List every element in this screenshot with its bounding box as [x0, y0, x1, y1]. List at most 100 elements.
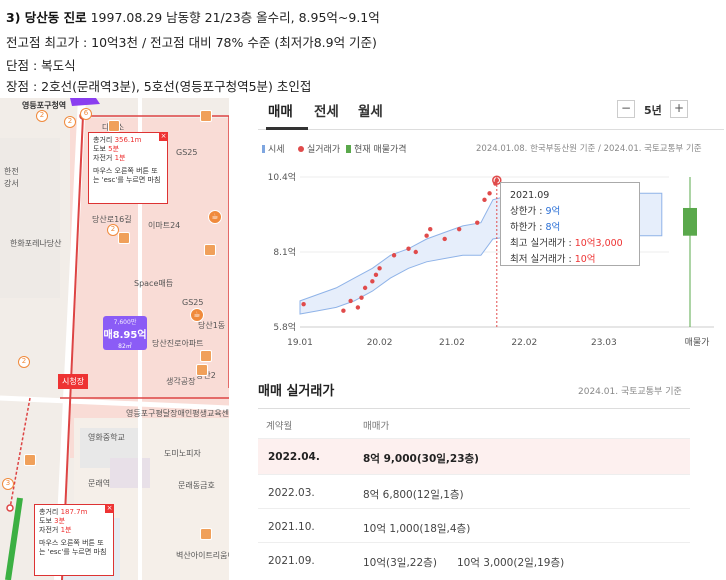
- row-price: 8억 9,000(30일,23층): [363, 453, 479, 465]
- y-tick-label: 8.1억: [273, 246, 296, 258]
- sale-point: [373, 272, 379, 278]
- table-row[interactable]: 2021.10. 10억 1,000(18일,4층): [258, 508, 690, 544]
- map-label-apartment: 당산진로아파트: [152, 339, 204, 348]
- period-value: 5년: [644, 104, 662, 117]
- table-row[interactable]: 2022.03. 8억 6,800(12일,1층): [258, 474, 690, 510]
- map-poi-icon[interactable]: [118, 232, 130, 244]
- map-poi-icon[interactable]: [200, 528, 212, 540]
- map-pin-number[interactable]: 2: [107, 224, 119, 236]
- map-pin-number[interactable]: 3: [2, 478, 14, 490]
- table-row[interactable]: 2022.04. 8억 9,000(30일,23층): [258, 438, 690, 474]
- tab-sale[interactable]: 매매: [268, 104, 293, 120]
- distance-label: 총거리: [39, 508, 59, 516]
- x-tick-label: 23.03: [591, 338, 617, 348]
- map-label-road: 당산로16길: [92, 215, 132, 224]
- bike-label: 자전거: [93, 154, 113, 162]
- listing-price-bar: [683, 207, 697, 236]
- sale-point: [482, 197, 487, 203]
- distance-label: 총거리: [93, 136, 113, 144]
- sale-point: [391, 253, 397, 258]
- pros-line: 장점 : 2호선(문래역3분), 5호선(영등포구청역5분) 초인접: [6, 79, 312, 94]
- map-poi-icon[interactable]: [204, 244, 216, 256]
- sale-point: [348, 298, 353, 304]
- map-pin-number[interactable]: 2: [18, 356, 30, 368]
- close-icon[interactable]: ×: [105, 504, 114, 513]
- legend-item-market[interactable]: 시세: [262, 142, 285, 155]
- sale-point: [301, 301, 306, 307]
- price-chart[interactable]: 10.4억 8.1억 5.8억 19.01 20.02 21.02 22.02 23.03 매물…: [262, 165, 724, 350]
- distance-value: 356.1m: [114, 136, 142, 144]
- tooltip-label: 최고 실거래가 :: [510, 238, 575, 249]
- bike-value: 1분: [114, 154, 126, 162]
- distance-value: 187.7m: [60, 508, 88, 516]
- highlighted-sale-point: [492, 175, 502, 186]
- sale-point: [494, 178, 499, 183]
- row-date: 2021.10.: [268, 521, 315, 533]
- map-view[interactable]: 영등포구청역 다이소 한전 강서 한화포레나당산 당산로16길 이마트24 Sp…: [0, 98, 229, 580]
- chart-source: 2024.01.08. 한국부동산원 기준 / 2024.01. 국토교통부 기…: [476, 144, 702, 154]
- title-line: 3) 당산동 진로 1997.08.29 남동향 21/23층 올수리, 8.9…: [6, 7, 380, 26]
- cafe-icon[interactable]: ☕: [208, 210, 222, 224]
- sale-point: [475, 220, 480, 225]
- row-price: 10억(3일,22층) 10억 3,000(2일,19층): [363, 557, 565, 569]
- sale-point: [424, 233, 429, 238]
- close-icon[interactable]: ×: [159, 132, 168, 141]
- row-price: 8억 6,800(12일,1층): [363, 489, 464, 501]
- map-tag-cityhall[interactable]: 시청장: [58, 374, 89, 389]
- walk-label: 도보: [39, 517, 52, 525]
- tab-jeonse[interactable]: 전세: [314, 104, 339, 120]
- sale-point: [413, 249, 418, 255]
- map-pin-number[interactable]: 6: [80, 108, 92, 120]
- trades-source: 2024.01. 국토교통부 기준: [578, 387, 682, 397]
- map-label-school: 영화중학교: [88, 433, 125, 442]
- legend-swatch-sales: [298, 146, 304, 152]
- peak-price-line: 전고점 최고가 : 10억3천 / 전고점 대비 78% 수준 (최저가8.9억…: [6, 35, 377, 50]
- map-poi-icon[interactable]: [196, 364, 208, 376]
- listing-price-marker[interactable]: 7,600만 매8.95억 82㎡: [103, 316, 147, 350]
- table-row[interactable]: 2021.09. 10억(3일,22층) 10억 3,000(2일,19층): [258, 542, 690, 578]
- map-poi-icon[interactable]: [200, 350, 212, 362]
- map-pin-number[interactable]: 2: [36, 110, 48, 122]
- sale-point: [456, 226, 462, 232]
- map-label-gs25a: GS25: [176, 148, 198, 157]
- map-poi-icon[interactable]: [200, 110, 212, 122]
- trades-title: 매매 실거래가: [258, 384, 335, 399]
- walk-value: 3분: [54, 517, 66, 525]
- map-label-hanwha: 한화포레나당산: [10, 239, 62, 248]
- tooltip-label: 상한가 :: [510, 206, 546, 217]
- map-label-space: Space매듭: [134, 279, 174, 288]
- tab-monthly[interactable]: 월세: [358, 104, 383, 120]
- period-decrease-button[interactable]: −: [617, 100, 635, 118]
- tooltip-value: 8억: [545, 222, 561, 233]
- sale-point: [341, 308, 346, 313]
- popup-note: 마우스 오른쪽 버튼 또는 'esc'를 누르면 마침: [93, 167, 161, 184]
- bike-value: 1분: [60, 526, 72, 534]
- map-poi-icon[interactable]: [108, 120, 120, 132]
- deal-type-tabs: 매매 전세 월세: [258, 92, 724, 130]
- header-date: 계약월: [266, 421, 293, 432]
- tooltip-value: 10억: [574, 254, 596, 265]
- sale-point: [370, 279, 375, 284]
- marker-top-text: 7,600만: [113, 319, 137, 326]
- route-distance-popup: 총거리 356.1m 도보 5분 자전거 1분 마우스 오른쪽 버튼 또는 'e…: [88, 132, 168, 204]
- legend-item-listing[interactable]: 현재 매물가격: [346, 142, 407, 155]
- y-tick-label: 10.4억: [268, 171, 296, 183]
- legend-label: 시세: [268, 145, 285, 155]
- row-price: 10억 1,000(18일,4층): [363, 523, 471, 535]
- period-increase-button[interactable]: +: [670, 100, 688, 118]
- sale-point: [442, 236, 447, 242]
- legend-item-sales[interactable]: 실거래가: [298, 142, 340, 155]
- complex-name: 3) 당산동 진로: [6, 10, 87, 25]
- legend-swatch-listing: [346, 145, 351, 153]
- map-poi-icon[interactable]: [24, 454, 36, 466]
- x-tick-label: 20.02: [367, 338, 393, 348]
- cafe-icon[interactable]: ☕: [190, 308, 204, 322]
- map-label-saenggak: 생각공장: [166, 377, 196, 386]
- walk-value: 5분: [108, 145, 120, 153]
- map-label-hanjeon: 한전: [4, 167, 19, 176]
- sale-point: [377, 266, 382, 271]
- active-tab-indicator: [266, 127, 308, 130]
- map-label-gs25b: GS25: [182, 298, 204, 307]
- map-pin-number[interactable]: 2: [64, 116, 76, 128]
- sale-point: [428, 226, 433, 232]
